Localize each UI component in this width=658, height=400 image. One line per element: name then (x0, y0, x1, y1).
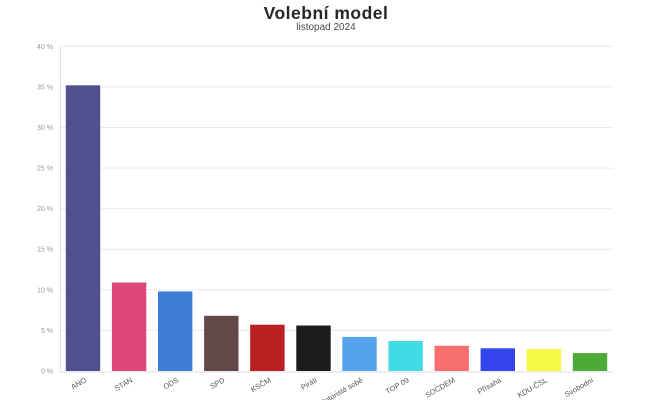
svg-text:10 %: 10 % (37, 287, 53, 294)
svg-text:5 %: 5 % (41, 328, 53, 335)
svg-text:20 %: 20 % (37, 206, 53, 213)
svg-text:listopad 2024: listopad 2024 (296, 22, 356, 33)
svg-text:Volební model: Volební model (264, 3, 389, 23)
svg-text:40 %: 40 % (37, 44, 53, 51)
svg-text:15 %: 15 % (37, 247, 53, 254)
svg-text:0 %: 0 % (41, 369, 53, 376)
svg-text:30 %: 30 % (37, 125, 53, 132)
svg-text:25 %: 25 % (37, 166, 53, 173)
svg-text:35 %: 35 % (37, 84, 53, 91)
